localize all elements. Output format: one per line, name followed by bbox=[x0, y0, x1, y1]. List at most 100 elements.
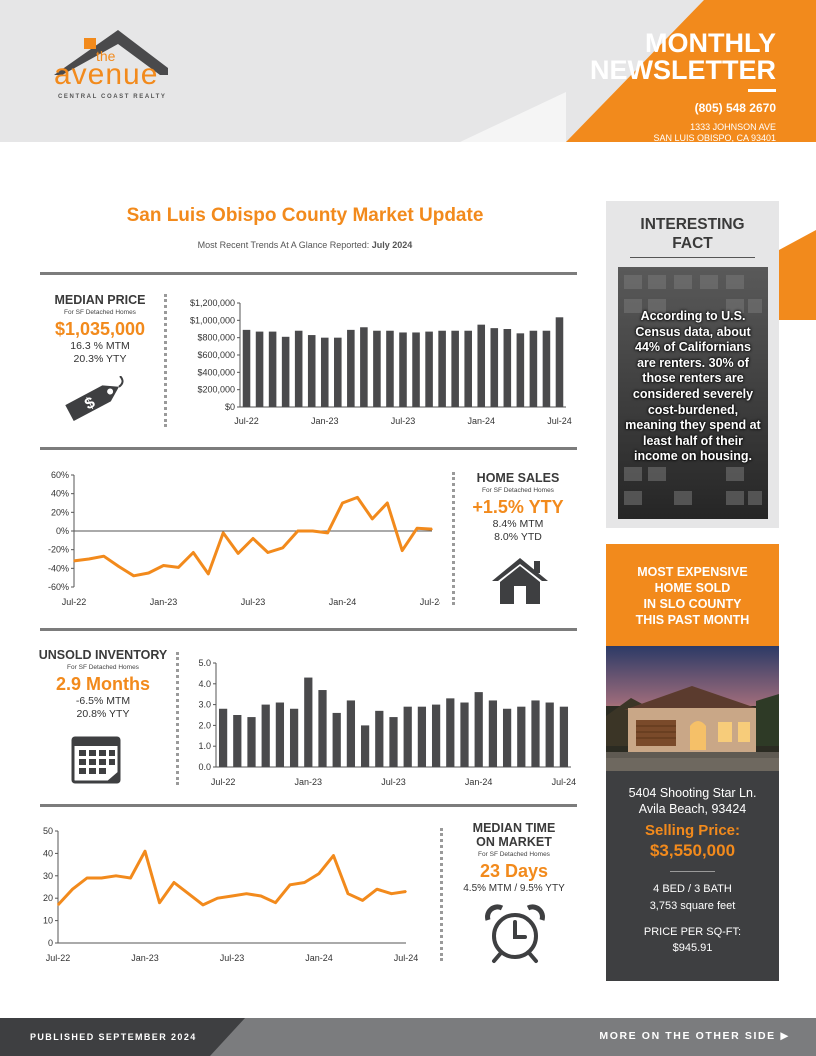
data-point bbox=[187, 892, 190, 895]
section-separator bbox=[40, 272, 577, 275]
y-tick-label: $400,000 bbox=[197, 367, 235, 377]
x-tick-label: Jan-24 bbox=[467, 416, 495, 426]
bar bbox=[555, 317, 564, 407]
home-sales-stat: HOME SALES For SF Detached Homes +1.5% Y… bbox=[460, 471, 576, 544]
home-details-rule bbox=[670, 871, 715, 872]
ppsf-value: $945.91 bbox=[672, 942, 713, 954]
time-on-market-value: 23 Days bbox=[479, 861, 549, 881]
home-specs: 4 BED / 3 BATH 3,753 square feet bbox=[606, 881, 779, 915]
bar bbox=[431, 704, 441, 767]
x-tick-label: Jul-24 bbox=[552, 777, 576, 787]
x-tick-label: Jan-24 bbox=[465, 777, 493, 787]
side-orange-wedge bbox=[779, 230, 816, 320]
home-sales-note: For SF Detached Homes bbox=[482, 487, 554, 494]
logo[interactable] bbox=[48, 28, 188, 128]
more-other-side-link[interactable]: MORE ON THE OTHER SIDE ▶ bbox=[599, 1030, 790, 1042]
home-sales-ytd: 8.0% YTD bbox=[494, 531, 542, 543]
home-sales-title: HOME SALES bbox=[476, 471, 560, 485]
newsletter-rule bbox=[748, 89, 776, 92]
data-point bbox=[147, 572, 150, 574]
data-point bbox=[311, 530, 314, 532]
y-tick-label: -60% bbox=[48, 582, 69, 592]
bar bbox=[360, 327, 368, 407]
y-tick-label: 50 bbox=[43, 826, 53, 836]
interesting-fact-panel: INTERESTING FACT According to U.S. Censu… bbox=[606, 201, 779, 528]
price-tag-icon: $ bbox=[65, 376, 124, 422]
y-tick-label: 0% bbox=[56, 526, 69, 536]
home-photo bbox=[606, 646, 779, 771]
x-tick-label: Jan-24 bbox=[305, 953, 333, 963]
data-point bbox=[202, 904, 204, 906]
time-on-market-title-line2: ON MARKET bbox=[476, 835, 552, 849]
heading-line4: THIS PAST MONTH bbox=[635, 613, 750, 627]
bar bbox=[304, 677, 313, 767]
bar bbox=[289, 708, 299, 767]
website-link[interactable]: THEAVENUESLO.COM bbox=[640, 153, 776, 165]
x-tick-label: Jul-23 bbox=[220, 953, 245, 963]
y-tick-label: $1,200,000 bbox=[190, 298, 235, 308]
y-tick-label: 1.0 bbox=[198, 741, 211, 751]
footer-dark-band bbox=[0, 1018, 245, 1056]
x-tick-label: Jan-23 bbox=[131, 953, 159, 963]
data-point bbox=[117, 565, 120, 568]
bar bbox=[233, 715, 242, 767]
data-point bbox=[405, 890, 407, 893]
expensive-home-heading: MOST EXPENSIVE HOME SOLD IN SLO COUNTY T… bbox=[606, 564, 779, 628]
bar bbox=[488, 700, 498, 767]
expensive-home-heading-panel: MOST EXPENSIVE HOME SOLD IN SLO COUNTY T… bbox=[606, 544, 779, 646]
data-point bbox=[332, 854, 335, 857]
fact-title: INTERESTING FACT bbox=[606, 215, 779, 253]
phone-link[interactable]: (805) 548 2670 bbox=[694, 101, 776, 115]
data-point bbox=[347, 892, 349, 895]
bar bbox=[334, 337, 342, 407]
newsletter-title-line2: NEWSLETTER bbox=[590, 55, 776, 85]
y-tick-label: $600,000 bbox=[197, 350, 235, 360]
bar bbox=[503, 329, 512, 407]
bar bbox=[446, 698, 455, 767]
data-point bbox=[341, 502, 344, 504]
bar bbox=[346, 700, 356, 767]
data-point bbox=[73, 560, 75, 562]
data-point bbox=[431, 528, 433, 530]
home-price-per-sqft: PRICE PER SQ-FT: $945.91 bbox=[606, 924, 779, 956]
bar bbox=[373, 330, 381, 407]
bar bbox=[347, 329, 355, 407]
bar bbox=[389, 717, 398, 767]
x-tick-label: Jul-22 bbox=[46, 953, 71, 963]
x-tick-label: Jul-23 bbox=[381, 777, 406, 787]
data-point bbox=[86, 877, 88, 879]
address-line2: SAN LUIS OBISPO, CA 93401 bbox=[653, 133, 776, 143]
selling-price: $3,550,000 bbox=[649, 841, 736, 860]
data-point bbox=[267, 551, 269, 554]
bar bbox=[294, 330, 303, 407]
ppsf-label: PRICE PER SQ-FT: bbox=[643, 926, 742, 938]
y-tick-label: 30 bbox=[43, 871, 53, 881]
bar bbox=[307, 335, 316, 407]
y-tick-label: $0 bbox=[225, 402, 235, 412]
data-point bbox=[356, 496, 359, 499]
dotted-divider bbox=[164, 294, 167, 427]
y-tick-label: 20% bbox=[51, 507, 69, 517]
x-tick-label: Jan-23 bbox=[295, 777, 323, 787]
data-point bbox=[326, 532, 329, 534]
bar bbox=[545, 702, 554, 767]
bar bbox=[516, 333, 525, 407]
header-light-wedge bbox=[460, 92, 566, 142]
heading-line1: MOST EXPENSIVE bbox=[637, 565, 748, 579]
median-price-note: For SF Detached Homes bbox=[64, 309, 136, 316]
market-update-subtitle-text: Most Recent Trends At A Glance Reported: bbox=[197, 240, 370, 250]
dotted-divider bbox=[176, 652, 179, 785]
home-street: 5404 Shooting Star Ln. bbox=[628, 786, 757, 800]
bar bbox=[542, 330, 551, 407]
office-address: 1333 JOHNSON AVE SAN LUIS OBISPO, CA 934… bbox=[653, 122, 776, 144]
time-on-market-stat: MEDIAN TIME ON MARKET For SF Detached Ho… bbox=[452, 821, 576, 895]
newsletter-title-line1: MONTHLY bbox=[644, 28, 776, 58]
data-point bbox=[129, 877, 132, 879]
bar bbox=[490, 328, 499, 407]
data-point bbox=[296, 530, 299, 532]
home-sqft: 3,753 square feet bbox=[649, 900, 736, 912]
bar bbox=[360, 725, 370, 767]
y-tick-label: 4.0 bbox=[198, 679, 211, 689]
data-point bbox=[361, 899, 364, 902]
y-tick-label: 10 bbox=[43, 916, 53, 926]
